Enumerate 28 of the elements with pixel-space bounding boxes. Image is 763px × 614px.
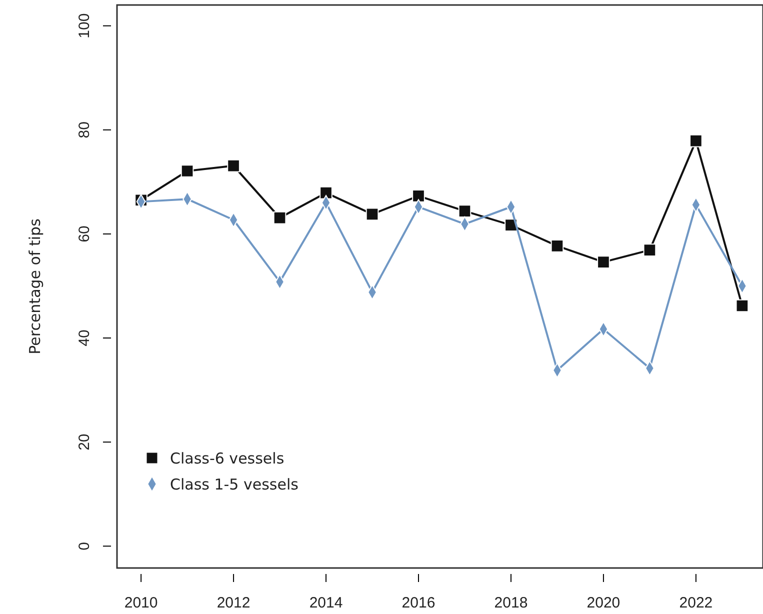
y-tick-label: 80 [76, 122, 93, 138]
y-tick-label: 40 [76, 330, 93, 346]
point [412, 190, 425, 202]
legend-label: Class-6 vessels [170, 449, 284, 468]
y-axis-title: Percentage of tips [26, 218, 44, 354]
x-tick-label: 2012 [216, 594, 250, 612]
point [643, 244, 656, 256]
point [550, 240, 564, 252]
x-tick-label: 2016 [402, 594, 436, 612]
y-tick-label: 100 [76, 13, 93, 38]
x-tick-label: 2020 [586, 594, 620, 612]
point [180, 164, 194, 178]
point [736, 299, 749, 312]
x-tick-label: 2018 [494, 594, 528, 612]
point [320, 186, 332, 200]
y-tick-label: 60 [76, 226, 93, 242]
point [597, 256, 610, 268]
point [366, 208, 379, 221]
y-tick-label: 20 [76, 434, 93, 450]
y-tick-label: 0 [76, 542, 93, 550]
point [227, 159, 240, 172]
point [690, 134, 702, 148]
x-tick-label: 2014 [309, 594, 343, 612]
point [273, 211, 286, 224]
x-tick-label: 2022 [679, 594, 713, 612]
legend-label: Class 1-5 vessels [170, 475, 299, 494]
x-tick-label: 2010 [124, 594, 158, 612]
point [458, 204, 472, 218]
